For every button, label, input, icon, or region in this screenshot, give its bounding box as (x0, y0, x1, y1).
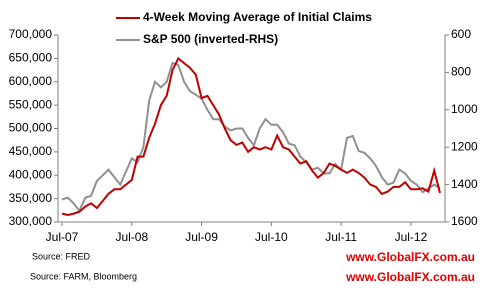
x-tick-label: Jul-07 (46, 230, 79, 244)
series-line (61, 56, 441, 217)
y2-tick-label: 600 (451, 27, 471, 41)
legend-label: 4-Week Moving Average of Initial Claims (143, 10, 372, 24)
x-tick-label: Jul-11 (325, 230, 357, 244)
source-note: Source: FRED (32, 251, 91, 261)
x-tick-label: Jul-08 (115, 230, 148, 244)
watermark: www.GlobalFX.com.au (345, 250, 475, 264)
y-tick-label: 550,000 (9, 97, 53, 111)
x-tick-label: Jul-09 (185, 230, 218, 244)
y-tick-label: 650,000 (9, 51, 53, 65)
y2-tick-label: 1600 (451, 214, 478, 228)
y-tick-label: 600,000 (9, 74, 53, 88)
y-tick-label: 400,000 (9, 167, 53, 181)
y-tick-label: 700,000 (9, 27, 53, 41)
y-tick-label: 450,000 (9, 144, 53, 158)
y-tick-label: 300,000 (9, 214, 53, 228)
x-tick-label: Jul-12 (395, 230, 428, 244)
legend-label: S&P 500 (inverted-RHS) (143, 32, 278, 46)
watermark: www.GlobalFX.com.au (345, 270, 475, 284)
y2-tick-label: 1400 (451, 177, 478, 191)
y-tick-label: 500,000 (9, 121, 53, 135)
source-note: Source: FARM, Bloomberg (30, 271, 137, 281)
y2-tick-label: 1000 (451, 102, 478, 116)
series-line (61, 61, 441, 213)
y-tick-label: 350,000 (9, 191, 53, 205)
y2-tick-label: 800 (451, 65, 471, 79)
x-tick-label: Jul-10 (255, 230, 288, 244)
y2-tick-label: 1200 (451, 139, 478, 153)
